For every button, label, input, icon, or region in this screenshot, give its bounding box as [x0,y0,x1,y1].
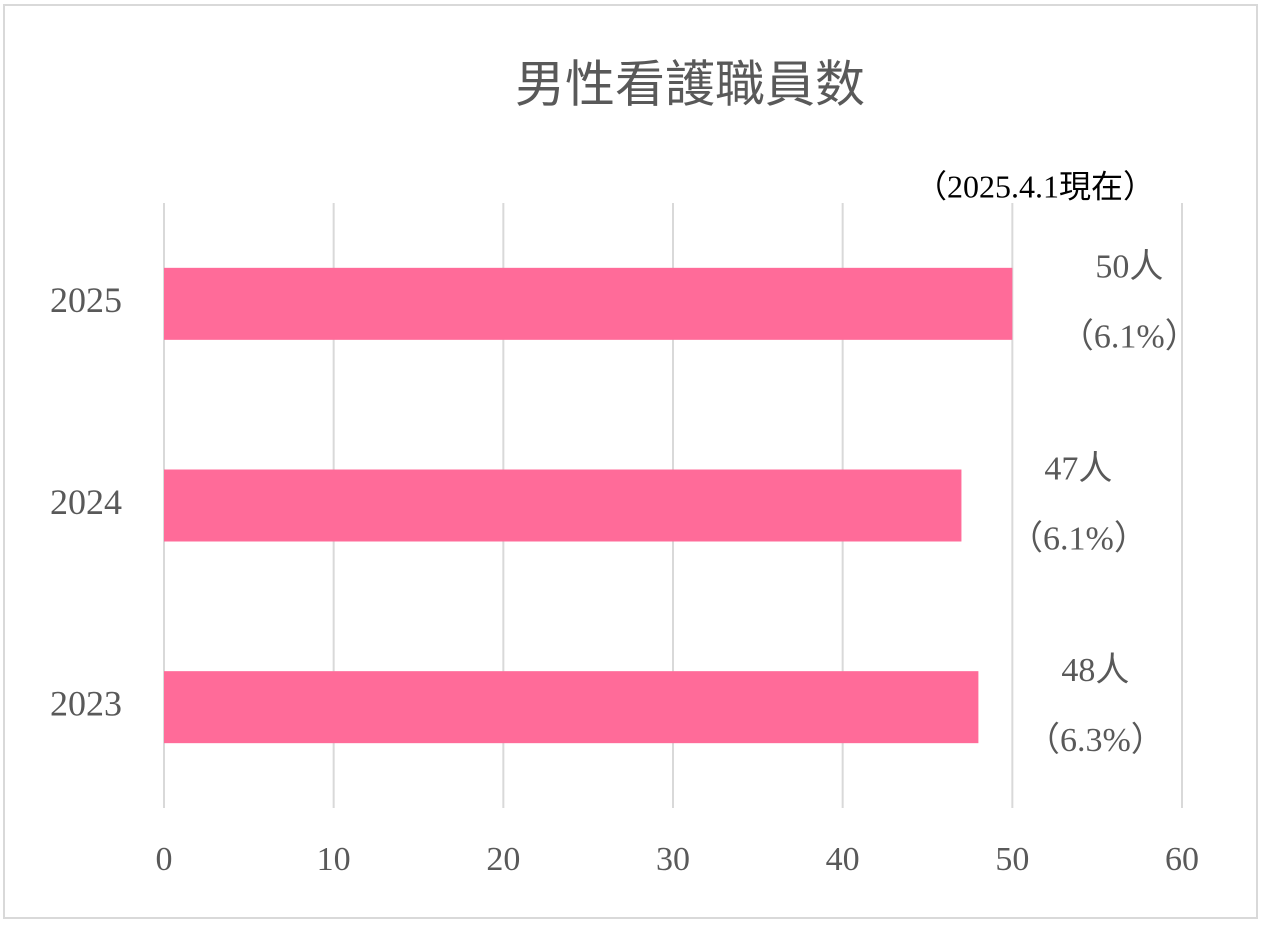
bar [164,267,1013,340]
value-label: 50人 [1095,249,1163,286]
y-tick-label: 2023 [50,683,122,723]
x-tick-label: 20 [486,841,520,878]
x-tick-label: 0 [156,841,173,878]
x-tick-label: 40 [826,841,860,878]
y-tick-label: 2025 [50,280,122,320]
annotation: （2025.4.1現在） [915,168,1155,204]
bar [164,671,979,744]
share-label: （6.3%） [1026,721,1165,759]
x-tick-label: 10 [317,841,351,878]
x-tick-label: 30 [656,841,690,878]
value-label: 48人 [1061,652,1129,689]
x-tick-label: 50 [995,841,1029,878]
value-label: 47人 [1044,450,1112,487]
bar [164,469,962,542]
chart-title: 男性看護職員数 [515,56,865,112]
y-tick-label: 2024 [50,482,122,522]
share-label: （6.1%） [1009,519,1148,557]
x-tick-label: 60 [1165,841,1199,878]
chart-frame [3,4,1258,919]
share-label: （6.1%） [1060,318,1199,356]
